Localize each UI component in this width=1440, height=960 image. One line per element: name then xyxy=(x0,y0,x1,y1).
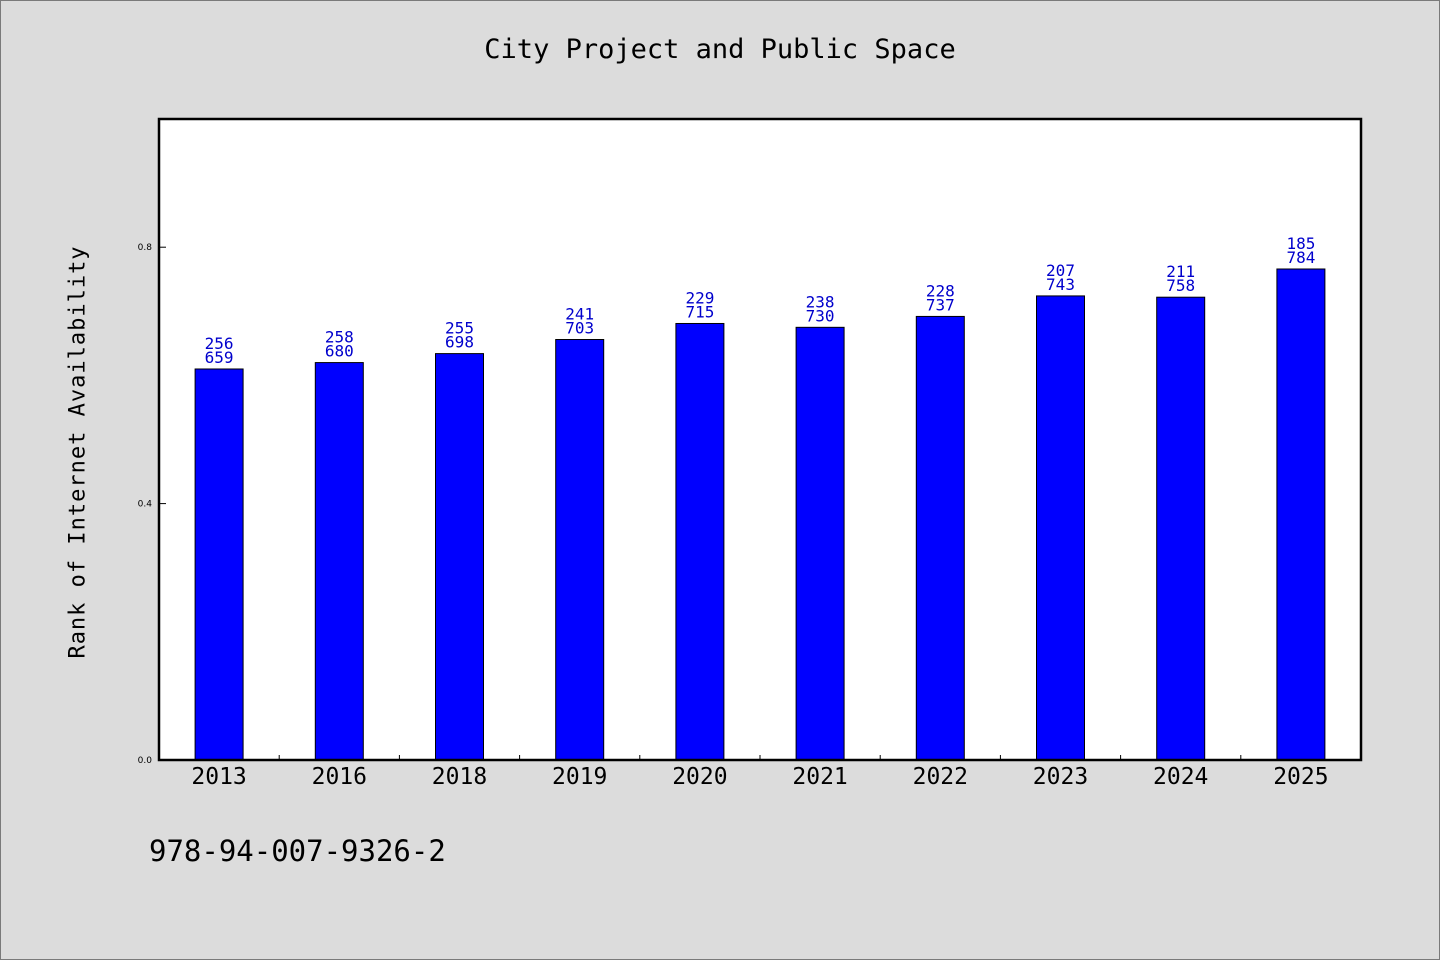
bar-label-top-2016: 258 xyxy=(325,328,354,347)
bar-2019 xyxy=(555,339,605,761)
bar-2021 xyxy=(795,326,845,761)
bar-label-bottom-2022: 737 xyxy=(926,295,955,314)
bar-2020 xyxy=(675,322,725,761)
x-tick-label-2021: 2021 xyxy=(792,764,847,790)
bar-label-top-2013: 256 xyxy=(205,334,234,353)
isbn-text: 978-94-007-9326-2 xyxy=(149,834,446,868)
bar-label-top-2025: 185 xyxy=(1286,234,1315,253)
x-tick-label-2023: 2023 xyxy=(1033,764,1088,790)
y-tick-label: 0.8 xyxy=(138,243,153,253)
x-tick-label-2024: 2024 xyxy=(1153,764,1208,790)
y-tick-label: 0.4 xyxy=(138,500,153,510)
x-tick-label-2019: 2019 xyxy=(552,764,607,790)
y-tick-label: 0.0 xyxy=(138,756,153,766)
bar-label-bottom-2018: 698 xyxy=(445,333,474,352)
bar-label-top-2020: 229 xyxy=(685,288,714,307)
bar-2016 xyxy=(314,362,364,761)
x-tick-label-2013: 2013 xyxy=(191,764,246,790)
chart-title: City Project and Public Space xyxy=(484,34,956,65)
bar-2023 xyxy=(1036,295,1085,761)
bar-label-bottom-2019: 703 xyxy=(565,319,594,338)
bar-2018 xyxy=(435,353,484,761)
bar-label-bottom-2016: 680 xyxy=(325,342,354,361)
bar-label-top-2019: 241 xyxy=(565,305,594,324)
bar-label-bottom-2020: 715 xyxy=(685,302,714,321)
bar-label-top-2021: 238 xyxy=(806,292,835,311)
bar-label-bottom-2024: 758 xyxy=(1166,276,1195,295)
bar-labels-layer: 2566592586802556982417032297152387302287… xyxy=(205,234,1316,367)
bar-label-top-2024: 211 xyxy=(1166,262,1195,281)
x-tick-label-2016: 2016 xyxy=(312,764,367,790)
bar-label-bottom-2021: 730 xyxy=(806,306,835,325)
bar-2022 xyxy=(915,315,965,761)
bar-2025 xyxy=(1276,268,1326,761)
axes-layer: 2013 2016 2018 2019 2020 2021 2022 2023 2024 2025… xyxy=(138,243,1329,790)
x-tick-label-2020: 2020 xyxy=(672,764,727,790)
bar-label-top-2018: 255 xyxy=(445,319,474,338)
bar-label-bottom-2023: 743 xyxy=(1046,275,1075,294)
plot-frame xyxy=(157,117,1363,762)
bar-2013 xyxy=(194,368,244,761)
x-tick-label-2025: 2025 xyxy=(1273,764,1328,790)
bars-layer xyxy=(194,268,1326,761)
bar-label-bottom-2025: 784 xyxy=(1286,248,1315,267)
bar-2024 xyxy=(1156,296,1206,761)
bar-label-bottom-2013: 659 xyxy=(205,348,234,367)
bar-label-top-2023: 207 xyxy=(1046,261,1075,280)
bar-label-top-2022: 228 xyxy=(926,281,955,300)
x-tick-label-2022: 2022 xyxy=(913,764,968,790)
x-tick-label-2018: 2018 xyxy=(432,764,487,790)
